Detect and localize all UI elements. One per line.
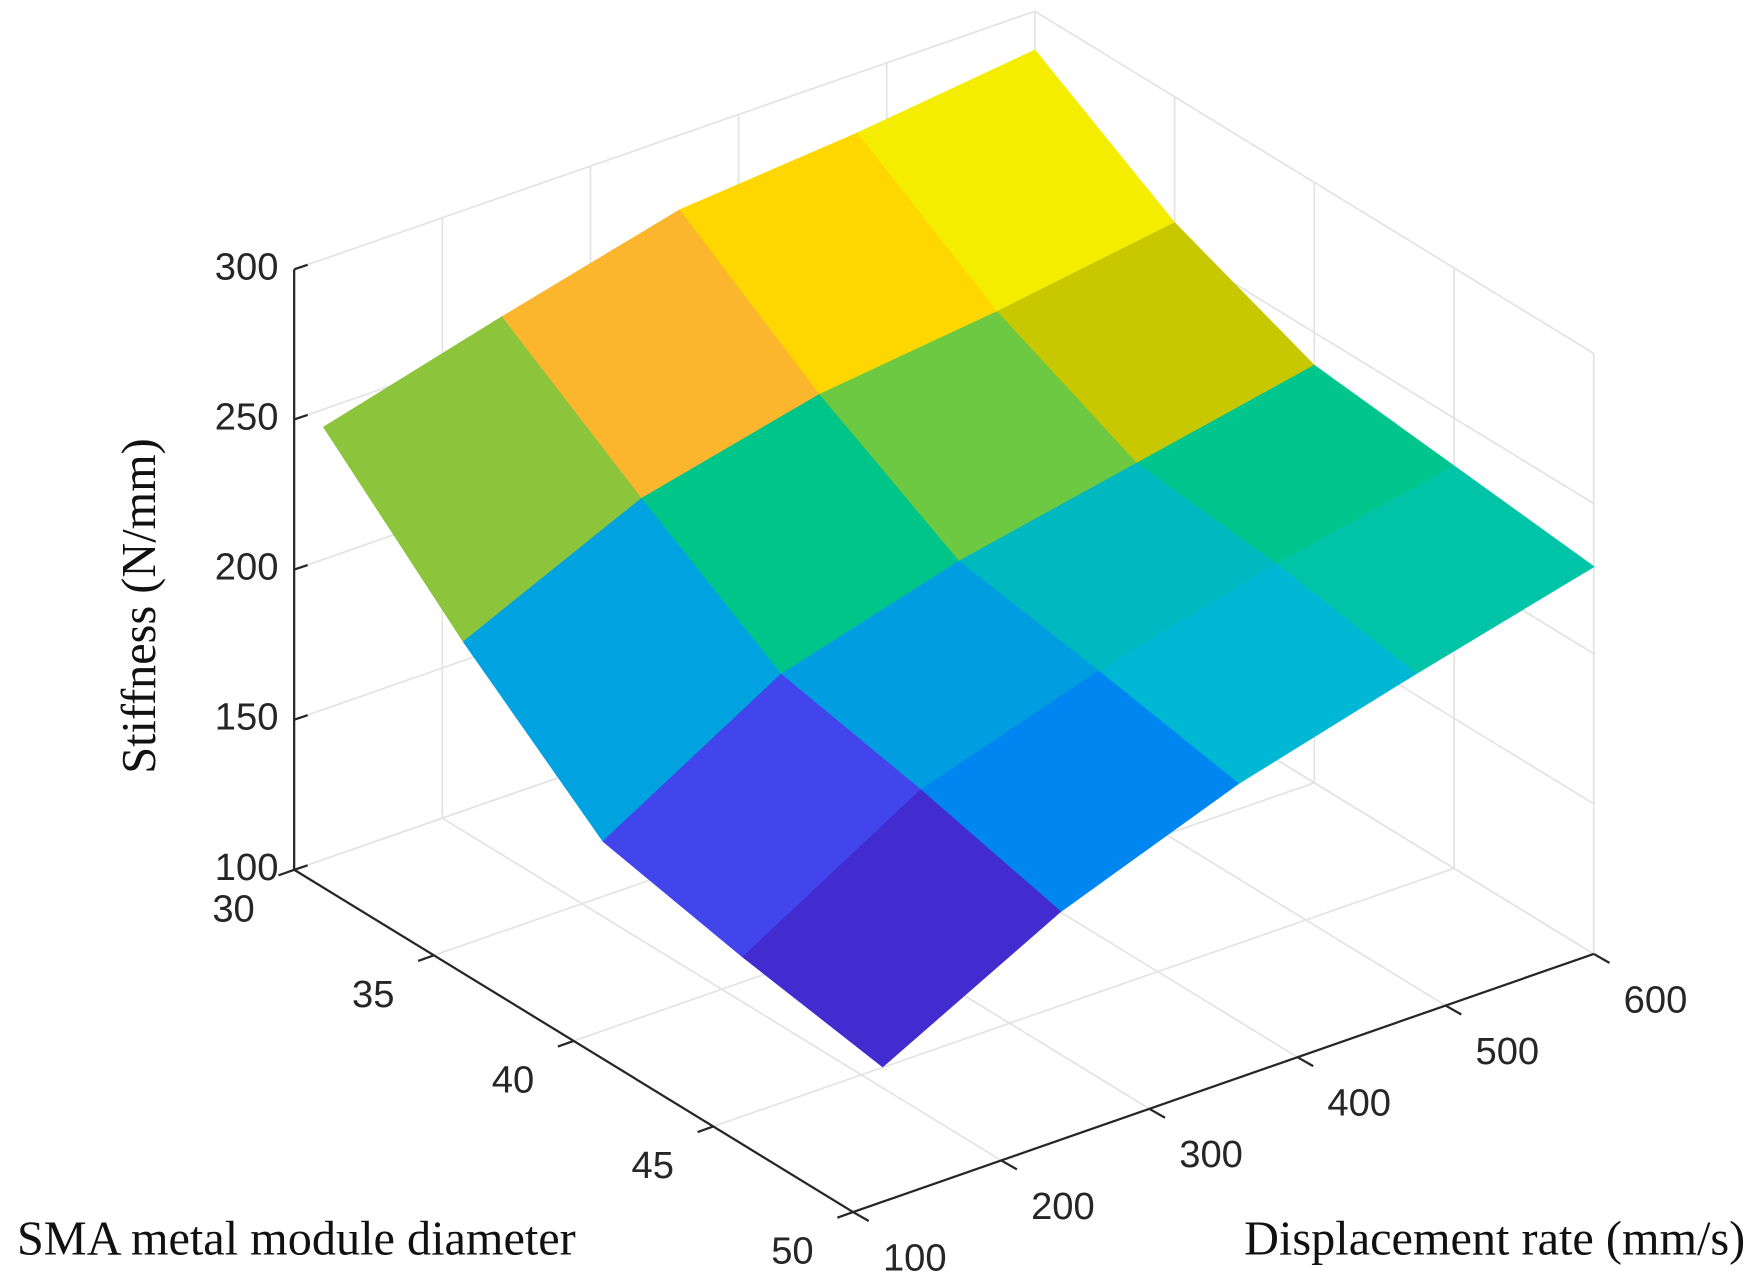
x-tick-label: 500 xyxy=(1476,1030,1540,1073)
x-axis xyxy=(852,952,1595,1214)
y-tick-label: 30 xyxy=(212,887,254,930)
y-tick-label: 45 xyxy=(632,1144,674,1187)
z-tick xyxy=(293,413,308,421)
y-tick xyxy=(836,1210,854,1219)
z-tick xyxy=(293,714,308,721)
z-tick xyxy=(293,263,308,271)
y-tick xyxy=(557,1039,574,1048)
x-tick xyxy=(1148,1107,1166,1119)
z-tick-label: 100 xyxy=(215,846,279,889)
x-tick-label: 600 xyxy=(1624,978,1688,1021)
x-tick-label: 300 xyxy=(1179,1133,1243,1176)
z-axis-title: Stiffness (N/mm) xyxy=(113,438,166,774)
z-tick xyxy=(293,563,308,571)
grid-line xyxy=(1034,10,1595,355)
x-tick-label: 100 xyxy=(883,1236,947,1279)
x-tick xyxy=(1445,1004,1462,1016)
z-tick-label: 250 xyxy=(215,396,279,439)
grid-line xyxy=(293,10,1036,271)
surface xyxy=(323,49,1595,1068)
y-axis-title: SMA metal module diameter xyxy=(17,1213,576,1266)
surface-face xyxy=(742,789,1062,1068)
x-tick-label: 400 xyxy=(1327,1082,1391,1125)
y-axis xyxy=(293,868,854,1214)
axes: 100 150 200 250 300 100 200 300 400 500 600 30 35 40 4… xyxy=(212,245,1687,1279)
grid-line xyxy=(713,867,1455,1128)
y-tick-label: 50 xyxy=(771,1230,813,1273)
z-tick-label: 150 xyxy=(215,696,279,739)
x-axis-title: Displacement rate (mm/s) xyxy=(1244,1213,1745,1266)
y-tick xyxy=(278,868,295,877)
y-tick xyxy=(417,954,435,963)
z-tick-label: 300 xyxy=(215,245,279,288)
x-tick xyxy=(1296,1056,1314,1068)
z-tick xyxy=(293,864,308,871)
x-tick xyxy=(1593,952,1611,964)
x-tick xyxy=(1000,1159,1018,1171)
y-tick-label: 35 xyxy=(352,973,394,1016)
y-tick xyxy=(697,1125,714,1134)
y-tick-label: 40 xyxy=(492,1059,534,1102)
x-tick xyxy=(852,1211,870,1223)
x-tick-label: 200 xyxy=(1031,1185,1095,1228)
z-tick-label: 200 xyxy=(215,546,279,589)
